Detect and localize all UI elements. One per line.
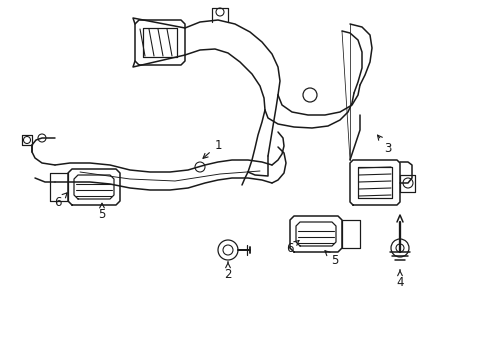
Text: 4: 4 [395, 270, 403, 288]
Text: 1: 1 [203, 139, 221, 158]
Text: 3: 3 [377, 135, 391, 154]
Text: 2: 2 [224, 262, 231, 280]
Text: 6: 6 [285, 240, 299, 255]
Text: 6: 6 [54, 193, 67, 208]
Text: 5: 5 [325, 251, 338, 266]
Text: 5: 5 [98, 203, 105, 220]
